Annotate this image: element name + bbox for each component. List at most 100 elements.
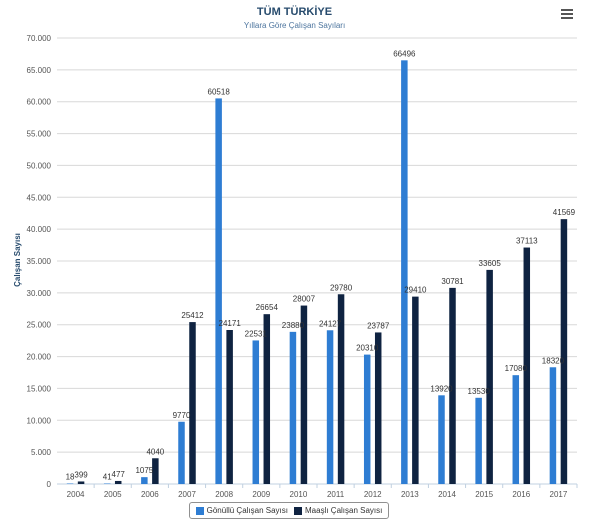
data-label: 30781: [441, 277, 464, 286]
bar-volunteer: [401, 60, 408, 484]
x-tick-label: 2013: [401, 490, 419, 499]
x-axis: 2004 2005 2006 2007 2008 2009 2010 2011 2012 2013…: [57, 483, 578, 499]
x-tick-label: 2008: [215, 490, 233, 499]
y-tick-label: 35.000: [27, 257, 52, 266]
data-label: 41569: [553, 208, 576, 217]
bar-salaried: [560, 219, 568, 484]
bar-salaried: [374, 332, 382, 484]
y-tick-label: 55.000: [27, 130, 52, 139]
bar-salaried: [114, 480, 122, 484]
y-tick-label: 25.000: [27, 321, 52, 330]
legend-label-volunteer: Gönüllü Çalışan Sayısı: [206, 506, 288, 515]
data-label: 4040: [146, 447, 164, 456]
data-label: 22531: [245, 329, 268, 338]
y-tick-label: 40.000: [27, 225, 52, 234]
bar-volunteer: [438, 395, 445, 484]
bar-salaried: [523, 247, 531, 484]
y-tick-label: 5.000: [31, 448, 52, 457]
bar-salaried: [226, 329, 233, 484]
data-label: 17080: [505, 364, 528, 373]
data-label: 33605: [479, 259, 502, 268]
y-tick-label: 10.000: [27, 416, 52, 425]
data-label: 20310: [356, 344, 379, 353]
x-tick-label: 2010: [290, 490, 308, 499]
bar-volunteer: [326, 330, 334, 484]
bar-salaried: [412, 296, 419, 484]
bar-volunteer: [252, 340, 260, 484]
data-label: 28007: [293, 295, 316, 304]
data-label: 13530: [468, 387, 491, 396]
data-label: 1075: [135, 466, 153, 475]
x-tick-label: 2012: [364, 490, 382, 499]
bar-chart: 0 5.000 10.000 15.000 20.000 25.000 30.000 35.0…: [13, 34, 578, 499]
y-tick-label: 0: [47, 480, 52, 489]
legend: Gönüllü Çalışan Sayısı Maaşlı Çalışan Sa…: [189, 502, 389, 519]
bar-volunteer: [363, 354, 371, 484]
grid-lines: [57, 37, 577, 485]
data-label: 23787: [367, 321, 390, 330]
x-tick-label: 2015: [475, 490, 493, 499]
y-tick-label: 60.000: [27, 98, 52, 107]
y-tick-label: 45.000: [27, 193, 52, 202]
bar-volunteer: [103, 483, 111, 484]
x-tick-label: 2014: [438, 490, 456, 499]
x-tick-label: 2009: [252, 490, 270, 499]
chart-subtitle: Yıllara Göre Çalışan Sayıları: [243, 21, 346, 30]
x-tick-label: 2017: [550, 490, 568, 499]
bar-volunteer: [549, 367, 557, 484]
data-label: 66496: [393, 49, 416, 58]
data-label: 18: [66, 473, 75, 482]
y-tick-label: 65.000: [27, 66, 52, 75]
legend-label-salaried: Maaşlı Çalışan Sayısı: [305, 506, 383, 515]
y-tick-label: 20.000: [27, 353, 52, 362]
bars: [66, 60, 568, 485]
bar-salaried: [300, 305, 308, 484]
bar-salaried: [189, 322, 196, 484]
x-tick-label: 2011: [327, 490, 345, 499]
data-label: 9770: [173, 411, 191, 420]
bar-volunteer: [178, 421, 185, 484]
x-tick-label: 2004: [67, 490, 85, 499]
x-tick-label: 2006: [141, 490, 159, 499]
legend-item-volunteer[interactable]: Gönüllü Çalışan Sayısı: [195, 506, 288, 515]
x-tick-label: 2005: [104, 490, 122, 499]
data-labels: 18 399 41 477 1075 4040 9770 25412 60518 24171225…: [66, 49, 576, 481]
hamburger-menu-icon[interactable]: [561, 9, 573, 19]
y-axis: 0 5.000 10.000 15.000 20.000 25.000 30.000 35.0…: [27, 34, 52, 489]
data-label: 18320: [542, 356, 565, 365]
bar-salaried: [152, 458, 159, 484]
x-tick-label: 2016: [512, 490, 530, 499]
y-tick-label: 70.000: [27, 34, 52, 43]
data-label: 41: [103, 473, 112, 482]
bar-volunteer: [475, 397, 482, 484]
bar-volunteer: [141, 477, 148, 484]
data-label: 25412: [181, 311, 204, 320]
legend-item-salaried[interactable]: Maaşlı Çalışan Sayısı: [294, 506, 382, 515]
data-label: 23880: [282, 321, 305, 330]
data-label: 37113: [516, 237, 538, 246]
bar-volunteer: [289, 331, 297, 484]
y-tick-label: 30.000: [27, 289, 52, 298]
bar-salaried: [486, 269, 493, 484]
data-label: 29780: [330, 283, 353, 292]
data-label: 477: [112, 470, 126, 479]
bar-salaried: [77, 481, 85, 484]
bar-salaried: [449, 287, 456, 484]
legend-swatch-salaried: [294, 506, 302, 515]
data-label: 24127: [319, 319, 342, 328]
y-tick-label: 50.000: [27, 161, 52, 170]
chart-title: TÜM TÜRKİYE: [256, 6, 333, 18]
y-axis-label: Çalışan Sayısı: [13, 233, 22, 287]
data-label: 26654: [256, 303, 279, 312]
x-tick-label: 2007: [178, 490, 196, 499]
data-label: 24171: [219, 319, 242, 328]
bar-volunteer: [215, 98, 222, 485]
bar-salaried: [337, 294, 345, 484]
bar-volunteer: [66, 483, 74, 484]
data-label: 29410: [404, 286, 427, 295]
data-label: 60518: [208, 87, 231, 96]
bar-salaried: [263, 314, 271, 484]
y-tick-label: 15.000: [27, 384, 52, 393]
data-label: 399: [74, 470, 88, 479]
legend-swatch-volunteer: [195, 506, 204, 515]
